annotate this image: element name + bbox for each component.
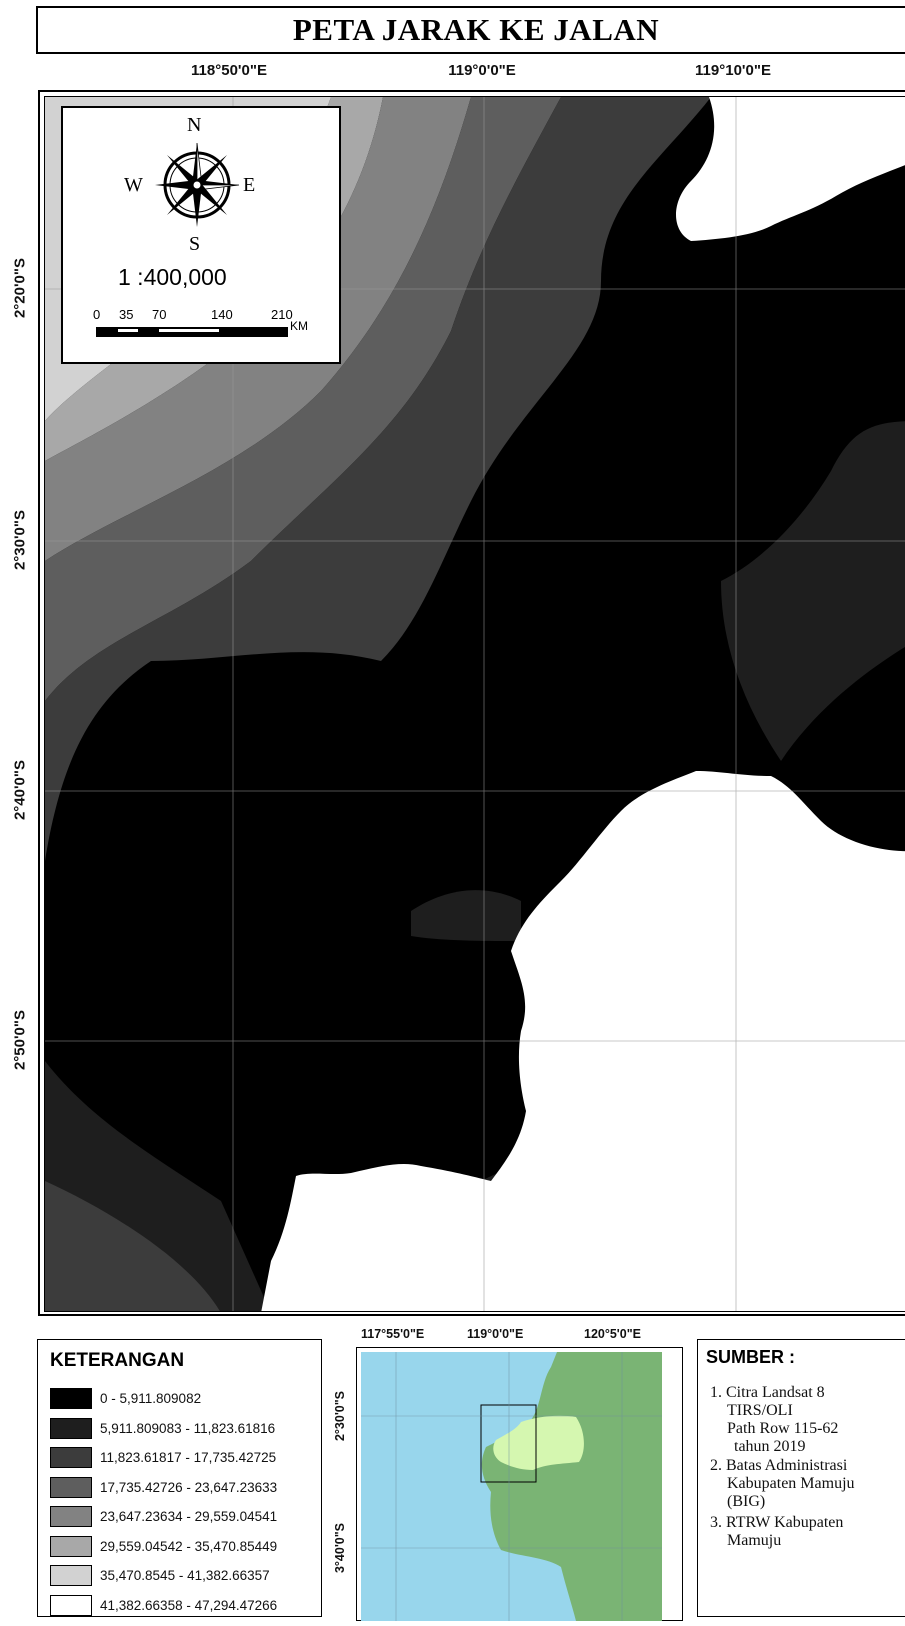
legend-swatch xyxy=(50,1506,92,1527)
source-item-3: 3. RTRW Kabupaten Mamuju xyxy=(710,1514,844,1549)
legend-item: 5,911.809083 - 11,823.61816 xyxy=(50,1417,275,1440)
legend-label: 41,382.66358 - 47,294.47266 xyxy=(100,1597,278,1613)
distance-zone-3c xyxy=(45,1061,271,1311)
coord-top-3: 119°10'0"E xyxy=(695,62,771,79)
locator-coord-left-2: 3°40'0"S xyxy=(333,1522,347,1574)
scale-tick-140: 140 xyxy=(211,307,233,322)
north-label: N xyxy=(187,114,202,136)
scale-unit: KM xyxy=(290,319,308,333)
coord-top-2: 119°0'0"E xyxy=(448,62,516,79)
legend-label: 17,735.42726 - 23,647.23633 xyxy=(100,1479,278,1495)
legend-swatch xyxy=(50,1535,92,1557)
scale-bar xyxy=(96,324,288,337)
legend-swatch xyxy=(50,1388,92,1409)
legend-swatch xyxy=(50,1476,92,1498)
legend-item: 23,647.23634 - 29,559.04541 xyxy=(50,1505,277,1528)
scale-tick-35: 35 xyxy=(119,307,134,322)
map-title-box: PETA JARAK KE JALAN xyxy=(36,6,905,54)
locator-coord-top-1: 117°55'0"E xyxy=(361,1327,425,1341)
locator-coord-top-2: 119°0'0"E xyxy=(467,1327,524,1341)
map-frame xyxy=(38,90,905,1316)
sea-area-north xyxy=(676,97,905,241)
legend-swatch xyxy=(50,1417,92,1439)
coord-left-2: 2°30'0"S xyxy=(11,509,29,571)
distance-zone-5 xyxy=(45,97,561,701)
coord-left-4: 2°50'0"S xyxy=(11,1009,29,1071)
south-label: S xyxy=(189,233,201,255)
locator-coord-top-3: 120°5'0"E xyxy=(584,1327,641,1341)
scale-tick-70: 70 xyxy=(152,307,167,322)
legend-title: KETERANGAN xyxy=(50,1350,185,1371)
legend-label: 29,559.04542 - 35,470.85449 xyxy=(100,1538,278,1554)
distance-zone-4 xyxy=(45,97,711,861)
coord-top-1: 118°50'0"E xyxy=(191,62,267,79)
distance-zone-3b xyxy=(411,890,521,941)
legend-item: 35,470.8545 - 41,382.66357 xyxy=(50,1564,270,1587)
locator-map xyxy=(361,1352,662,1621)
legend-label: 0 - 5,911.809082 xyxy=(100,1391,202,1406)
scale-tick-0: 0 xyxy=(93,307,101,322)
source-box xyxy=(697,1339,905,1617)
legend-item: 29,559.04542 - 35,470.85449 xyxy=(50,1535,277,1558)
west-label: W xyxy=(124,174,143,196)
distance-zone-3 xyxy=(721,421,905,761)
legend-item: 0 - 5,911.809082 xyxy=(50,1387,201,1410)
map-title: PETA JARAK KE JALAN xyxy=(292,12,660,47)
scale-ratio: 1 :400,000 xyxy=(118,264,227,290)
east-label: E xyxy=(243,174,256,196)
coord-left-1: 2°20'0"S xyxy=(11,257,29,319)
legend-label: 5,911.809083 - 11,823.61816 xyxy=(100,1420,276,1436)
legend-label: 23,647.23634 - 29,559.04541 xyxy=(100,1509,278,1524)
compass-rose-icon xyxy=(142,115,252,255)
source-item-1: 1. Citra Landsat 8 TIRS/OLI Path Row 115… xyxy=(710,1384,839,1455)
north-scale-inset xyxy=(61,106,341,364)
legend-label: 11,823.61817 - 17,735.42725 xyxy=(100,1450,277,1465)
legend-item: 41,382.66358 - 47,294.47266 xyxy=(50,1594,277,1617)
legend-item: 17,735.42726 - 23,647.23633 xyxy=(50,1476,277,1499)
source-title: SUMBER : xyxy=(706,1347,795,1367)
legend-label: 35,470.8545 - 41,382.66357 xyxy=(100,1568,270,1583)
scale-tick-210: 210 xyxy=(271,307,293,322)
legend-swatch xyxy=(50,1447,92,1468)
source-item-2: 2. Batas Administrasi Kabupaten Mamuju (… xyxy=(710,1457,855,1510)
legend-item: 11,823.61817 - 17,735.42725 xyxy=(50,1446,276,1469)
coord-left-3: 2°40'0"S xyxy=(11,759,29,821)
legend-swatch xyxy=(50,1565,92,1586)
locator-coord-left-1: 2°30'0"S xyxy=(333,1390,347,1442)
legend-swatch xyxy=(50,1594,92,1616)
